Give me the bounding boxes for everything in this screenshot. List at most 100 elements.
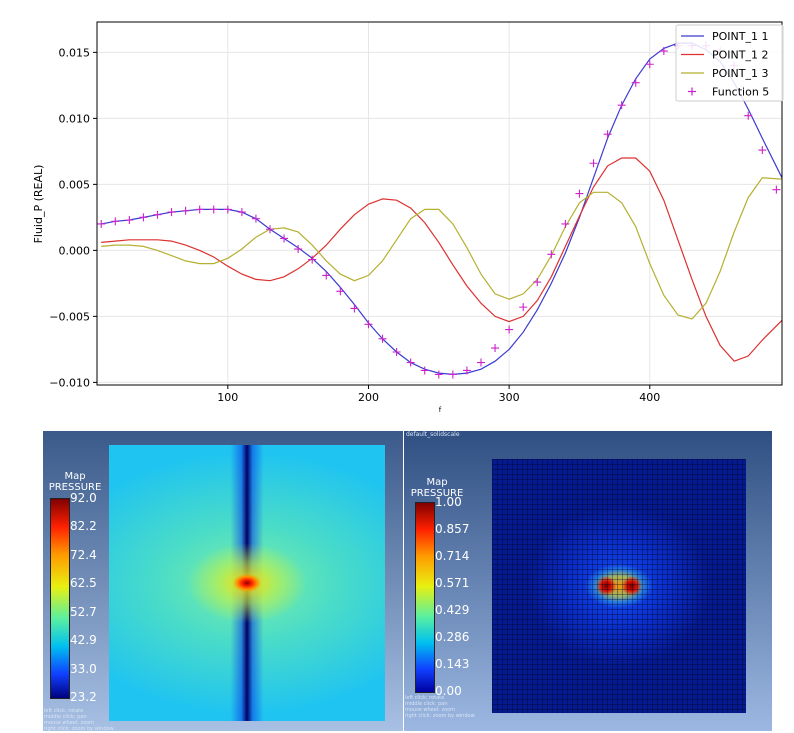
data-point-marker <box>406 358 415 367</box>
series-line <box>101 177 783 320</box>
x-tick-label: 200 <box>358 391 379 404</box>
pressure-field-panel-left[interactable]: Map PRESSURE 92.0 82.2 72.4 62.5 52.7 42.9 33.… <box>43 431 403 731</box>
top-caption: default_solidscale <box>406 431 460 438</box>
colorbar-tick-label: 1.00 <box>435 495 462 509</box>
data-point-marker <box>350 304 359 313</box>
pressure-field-mesh-plot[interactable] <box>492 459 746 713</box>
colorbar-tick-label: 0.143 <box>435 657 470 671</box>
data-point-marker <box>251 214 260 223</box>
colorbar-tick-label: 42.9 <box>70 633 97 648</box>
legend-marker-swatch <box>688 87 696 96</box>
data-point-marker <box>111 217 120 226</box>
colorbar-tick-label: 0.714 <box>435 549 470 563</box>
x-tick-label: 300 <box>499 391 520 404</box>
y-tick-label: −0.005 <box>49 310 90 323</box>
y-tick-label: 0.010 <box>59 112 91 125</box>
colorbar-tick-label: 62.5 <box>70 576 97 591</box>
colorbar-tick-label: 52.7 <box>70 604 97 619</box>
data-point-marker <box>772 185 781 194</box>
map-label: Map <box>64 471 86 482</box>
data-point-marker <box>97 219 106 228</box>
data-point-marker <box>392 348 401 356</box>
x-tick-label: 400 <box>639 391 660 404</box>
legend-box <box>675 24 784 102</box>
data-point-marker <box>645 60 654 69</box>
data-point-marker <box>476 358 485 367</box>
data-point-marker <box>167 208 176 217</box>
x-tick-label: 100 <box>217 391 238 404</box>
data-point-marker <box>589 159 598 168</box>
pressure-field-panel-right[interactable]: default_solidscale Map PRESSURE 1.00 0.85… <box>404 431 772 731</box>
data-point-marker <box>139 213 148 222</box>
legend-label: POINT_1 3 <box>712 67 768 80</box>
colorbar <box>415 502 435 693</box>
colorbar-tick-label: 0.00 <box>435 684 462 698</box>
colorbar-tick-label: 33.0 <box>70 661 97 676</box>
legend-label: POINT_1 2 <box>712 49 768 62</box>
y-tick-label: 0.015 <box>59 46 91 59</box>
data-point-marker <box>420 366 429 375</box>
plot-frame <box>96 21 783 386</box>
data-point-marker <box>491 344 500 353</box>
grid-lines <box>97 22 782 385</box>
data-point-marker <box>547 250 556 259</box>
colorbar-tick-label: 0.571 <box>435 576 470 590</box>
axes: 100 200 300 400 −0.010 −0.005 0.000 0.005 0.010 0… <box>49 21 783 404</box>
y-tick-label: 0.005 <box>59 178 91 191</box>
data-point-marker <box>209 205 218 214</box>
data-point-marker <box>434 370 443 379</box>
legend: POINT_1 1 POINT_1 2 POINT_1 3 Function 5 <box>675 24 784 102</box>
colorbar-title: Map PRESSURE <box>45 471 105 493</box>
data-point-marker <box>448 370 457 379</box>
variable-label: PRESSURE <box>48 482 102 493</box>
colorbar-title: Map PRESSURE <box>407 477 467 499</box>
data-point-marker <box>364 320 373 329</box>
data-point-marker <box>195 205 204 214</box>
x-axis-label: f <box>439 406 442 414</box>
data-point-marker <box>336 287 345 296</box>
pressure-field-plot[interactable] <box>109 445 385 721</box>
data-point-marker <box>294 245 303 254</box>
colorbar-tick-label: 72.4 <box>70 547 97 562</box>
map-label: Map <box>426 477 448 488</box>
colorbar-tick-label: 0.857 <box>435 522 470 536</box>
y-axis-label: Fluid_P (REAL) <box>32 165 45 244</box>
data-point-marker <box>266 225 275 234</box>
y-tick-label: −0.010 <box>49 376 90 389</box>
data-point-marker <box>322 271 331 280</box>
data-point-marker <box>744 111 753 120</box>
data-point-marker <box>575 189 584 198</box>
data-point-marker <box>125 216 134 224</box>
data-point-marker <box>280 234 289 243</box>
data-point-marker <box>617 101 626 110</box>
colorbar-tick-label: 0.286 <box>435 630 470 644</box>
mesh-grid <box>492 459 746 713</box>
fluid-pressure-chart: 100 200 300 400 −0.010 −0.005 0.000 0.005 0.010 0… <box>32 21 784 414</box>
mouse-hints: left click: rotate middle click: pan mou… <box>44 708 114 731</box>
variable-label: PRESSURE <box>410 488 464 499</box>
colorbar-tick-label: 82.2 <box>70 519 97 534</box>
data-point-marker <box>758 146 767 155</box>
legend-label: Function 5 <box>712 86 769 99</box>
colorbar-tick-label: 0.429 <box>435 603 470 617</box>
data-point-marker <box>308 255 317 264</box>
data-point-marker <box>603 130 612 139</box>
data-point-marker <box>181 206 190 215</box>
colorbar <box>50 498 70 699</box>
data-point-marker <box>237 208 246 217</box>
y-tick-label: 0.000 <box>59 244 91 257</box>
colorbar-tick-label: 23.2 <box>70 690 97 704</box>
data-point-marker <box>378 334 387 343</box>
series-lines <box>97 41 783 379</box>
data-point-marker <box>462 366 471 375</box>
colorbar-tick-label: 92.0 <box>70 491 97 505</box>
series-line <box>101 157 783 362</box>
data-point-marker <box>631 78 640 87</box>
data-point-marker <box>505 325 514 334</box>
data-point-marker <box>533 278 542 287</box>
mouse-hints: left click: rotate middle click: pan mou… <box>405 695 475 719</box>
data-point-marker <box>659 47 668 56</box>
data-point-marker <box>561 219 570 228</box>
data-point-marker <box>153 210 162 219</box>
data-point-marker <box>223 205 232 214</box>
